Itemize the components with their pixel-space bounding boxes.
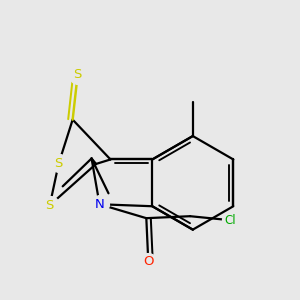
Text: Cl: Cl: [224, 214, 236, 227]
Text: O: O: [143, 256, 154, 268]
Text: S: S: [46, 199, 54, 212]
Text: N: N: [95, 198, 104, 211]
Text: S: S: [55, 157, 63, 170]
Text: S: S: [74, 68, 82, 81]
